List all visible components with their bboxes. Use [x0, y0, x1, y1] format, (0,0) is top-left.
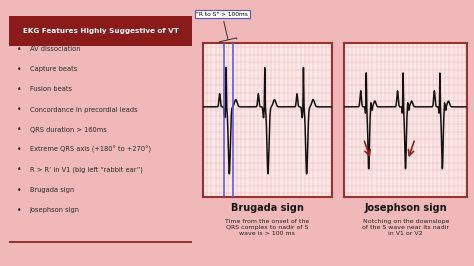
Text: Extreme QRS axis (+180° to +270°): Extreme QRS axis (+180° to +270°) — [29, 146, 151, 153]
Text: Brugada sign: Brugada sign — [231, 203, 304, 214]
Text: Capture beats: Capture beats — [29, 66, 77, 72]
Text: •: • — [17, 65, 21, 74]
FancyBboxPatch shape — [9, 16, 192, 46]
Text: •: • — [17, 45, 21, 54]
Text: Time from the onset of the
QRS complex to nadir of S
wave is > 100 ms: Time from the onset of the QRS complex t… — [225, 219, 310, 236]
Text: •: • — [17, 85, 21, 94]
Text: Josephson sign: Josephson sign — [365, 203, 447, 214]
Text: •: • — [17, 165, 21, 174]
Text: Concordance in precordial leads: Concordance in precordial leads — [29, 106, 137, 113]
Text: Fusion beats: Fusion beats — [29, 86, 72, 92]
Text: Josephson sign: Josephson sign — [29, 207, 80, 213]
Text: •: • — [17, 186, 21, 194]
Text: R > R’ in V1 (big left “rabbit ear”): R > R’ in V1 (big left “rabbit ear”) — [29, 167, 142, 173]
Text: Notching on the downslope
of the S wave near its nadir
in V1 or V2: Notching on the downslope of the S wave … — [362, 219, 449, 236]
Text: •: • — [17, 206, 21, 215]
Text: •: • — [17, 105, 21, 114]
Text: QRS duration > 160ms: QRS duration > 160ms — [29, 127, 106, 133]
Text: Brugada sign: Brugada sign — [29, 187, 73, 193]
Text: •: • — [17, 125, 21, 134]
Text: "R to S" > 100ms: "R to S" > 100ms — [196, 12, 248, 43]
Text: EKG Features Highly Suggestive of VT: EKG Features Highly Suggestive of VT — [23, 28, 179, 34]
Text: AV dissociation: AV dissociation — [29, 46, 80, 52]
Text: •: • — [17, 145, 21, 154]
